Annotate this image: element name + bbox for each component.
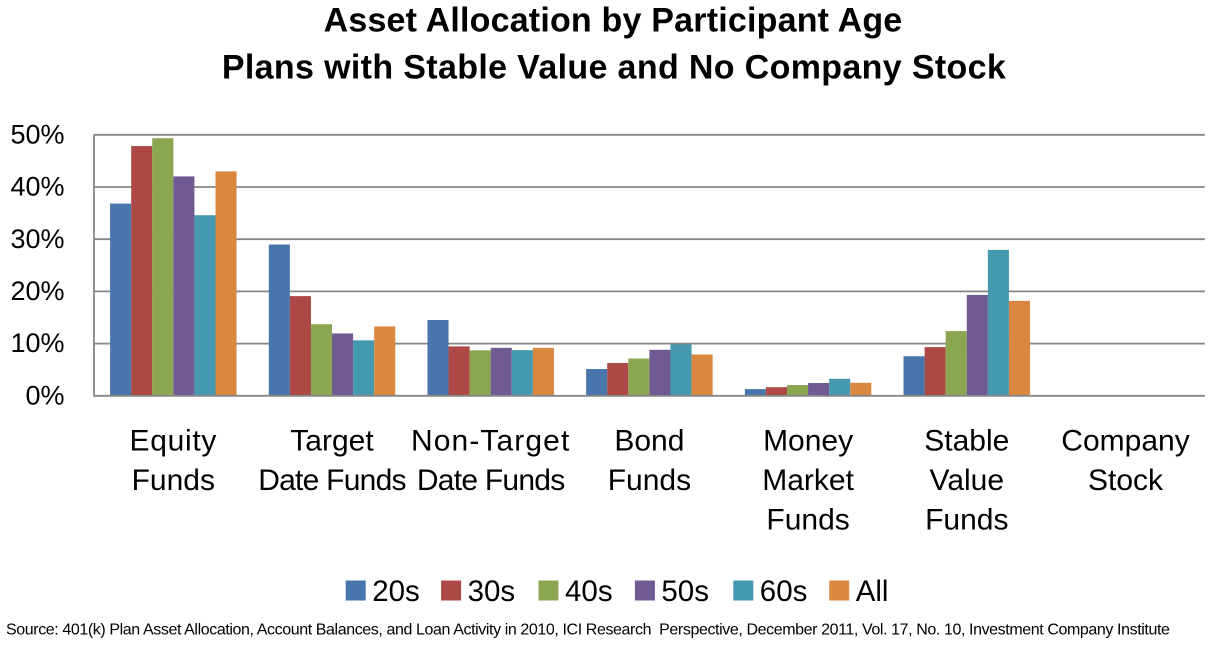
svg-text:20s: 20s	[372, 575, 420, 608]
svg-text:Funds: Funds	[608, 464, 691, 497]
svg-text:50s: 50s	[661, 575, 709, 608]
svg-text:Value: Value	[930, 464, 1005, 497]
svg-text:10%: 10%	[10, 328, 64, 358]
svg-text:Funds: Funds	[766, 504, 849, 537]
svg-text:Asset Allocation by Participan: Asset Allocation by Participant Age	[324, 2, 903, 40]
svg-text:Stock: Stock	[1088, 464, 1164, 497]
svg-text:20%: 20%	[10, 276, 64, 306]
svg-text:60s: 60s	[760, 575, 808, 608]
svg-text:Date Funds: Date Funds	[258, 464, 406, 497]
svg-text:Date Funds: Date Funds	[417, 464, 565, 497]
svg-text:Stable: Stable	[924, 425, 1009, 458]
svg-text:Target: Target	[290, 425, 374, 458]
svg-text:Funds: Funds	[925, 504, 1008, 537]
svg-text:Money: Money	[763, 425, 853, 458]
svg-text:30%: 30%	[10, 224, 64, 254]
svg-text:All: All	[856, 575, 889, 608]
svg-text:Source: 401(k) Plan Asset Allo: Source: 401(k) Plan Asset Allocation, Ac…	[6, 622, 1170, 639]
svg-text:40s: 40s	[565, 575, 613, 608]
svg-text:Bond: Bond	[614, 425, 684, 458]
svg-text:Equity: Equity	[130, 425, 218, 458]
svg-text:40%: 40%	[10, 172, 64, 202]
svg-text:50%: 50%	[10, 119, 64, 149]
svg-text:Market: Market	[762, 464, 854, 497]
svg-text:Plans with Stable Value and No: Plans with Stable Value and No Company S…	[222, 49, 1006, 87]
svg-text:0%: 0%	[25, 380, 64, 410]
svg-text:Non-Target: Non-Target	[411, 425, 570, 458]
svg-text:Company: Company	[1061, 425, 1189, 458]
svg-text:Funds: Funds	[132, 464, 215, 497]
svg-text:30s: 30s	[468, 575, 516, 608]
